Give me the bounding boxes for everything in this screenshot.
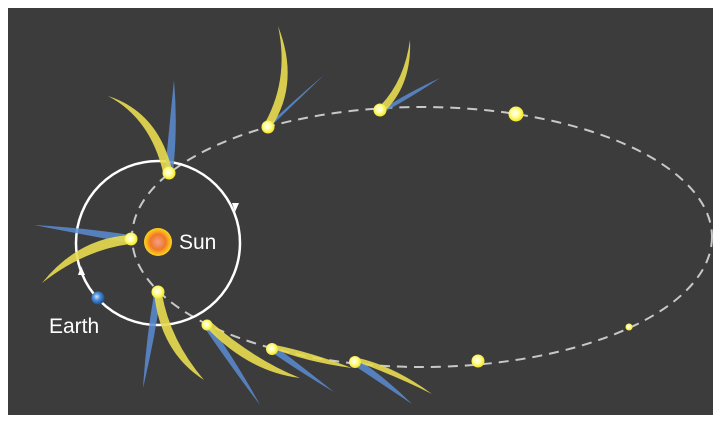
comet-icon [261,120,275,134]
comet-icon [124,232,138,246]
ion-tail [270,346,334,392]
ion-tail [143,294,161,388]
earth-label: Earth [49,315,99,338]
comet-icon [373,103,387,117]
sun-label: Sun [179,231,216,254]
dust-tail [262,26,288,128]
comet-tails [34,26,440,405]
earth-icon [91,291,105,305]
ion-tail [352,359,412,404]
comet-icon [162,166,176,180]
comet-heads [124,103,633,368]
ion-tail [265,75,324,128]
dust-tail [204,322,300,378]
ion-tail [34,225,130,243]
dust-tail [154,292,204,380]
comet-icon [201,319,213,331]
comet-icon [471,354,485,368]
comet-icon [508,106,524,122]
dust-tail [376,40,411,112]
background-panel [8,8,713,415]
earth-orbit-arrow-right [232,203,239,212]
dust-tail [42,235,130,283]
earth-orbit [74,159,242,327]
ion-tail [378,78,440,112]
comet-icon [151,285,165,299]
sun-icon [144,228,172,256]
earth-orbit-arrow-left [78,266,85,275]
dust-tail [108,96,172,172]
comet-icon [349,356,361,368]
comet-icon [625,323,633,331]
ion-tail [204,324,260,405]
dust-tail [352,358,432,394]
dust-tail [269,345,352,368]
ion-tail [165,80,176,172]
comet-icon [266,343,278,355]
